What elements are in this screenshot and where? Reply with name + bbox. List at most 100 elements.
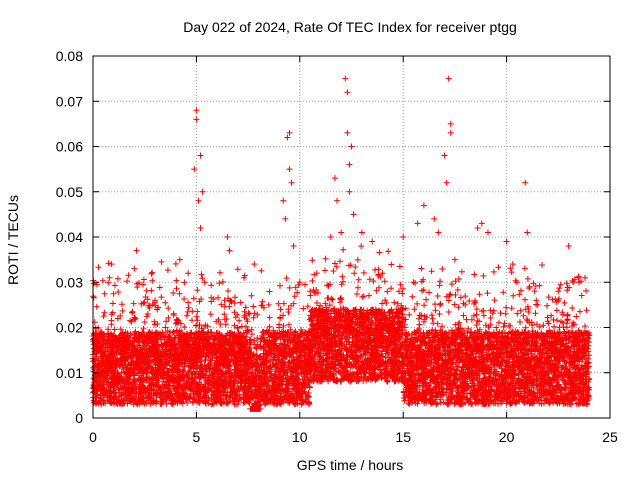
data-point	[133, 247, 140, 254]
y-tick-labels: 0 0.01 0.02 0.03 0.04 0.05 0.06 0.07 0.08	[56, 48, 83, 426]
data-point	[193, 116, 200, 123]
data-point	[565, 243, 572, 250]
data-point	[584, 360, 591, 367]
data-point	[425, 369, 432, 376]
data-point	[524, 229, 531, 236]
data-point	[350, 211, 357, 218]
data-point	[131, 265, 138, 272]
data-point	[509, 261, 516, 268]
data-point	[575, 279, 582, 286]
data-point	[296, 279, 303, 286]
data-point	[280, 197, 287, 204]
x-axis-label: GPS time / hours	[297, 457, 404, 473]
data-point	[197, 224, 204, 231]
data-point	[147, 365, 154, 372]
data-point	[141, 347, 148, 354]
data-point	[110, 374, 117, 381]
x-tick-label: 5	[193, 429, 201, 445]
data-point	[245, 360, 252, 367]
data-point	[331, 175, 338, 182]
data-point	[199, 188, 206, 195]
x-tick-label: 0	[89, 429, 97, 445]
data-point	[321, 333, 328, 340]
data-point	[447, 120, 454, 127]
x-tick-label: 10	[292, 429, 308, 445]
axis-ticks	[92, 55, 611, 419]
data-point	[286, 129, 293, 136]
data-point	[197, 152, 204, 159]
data-point	[251, 261, 258, 268]
y-tick-label: 0.04	[56, 229, 83, 245]
x-tick-labels: 0 5 10 15 20 25	[89, 429, 618, 445]
y-tick-label: 0.07	[56, 93, 83, 109]
data-point	[443, 179, 450, 186]
data-point	[214, 369, 221, 376]
data-point	[96, 378, 103, 385]
data-point	[342, 75, 349, 82]
y-tick-label: 0	[75, 410, 83, 426]
data-point	[431, 215, 438, 222]
x-tick-label: 25	[602, 429, 618, 445]
data-point	[238, 378, 245, 385]
data-point	[162, 324, 169, 331]
data-point	[114, 315, 121, 322]
data-point	[534, 301, 541, 308]
data-point	[193, 107, 200, 114]
data-point	[358, 229, 365, 236]
data-point	[466, 374, 473, 381]
data-point	[224, 234, 231, 240]
data-point	[176, 256, 183, 263]
y-tick-label: 0.06	[56, 139, 83, 155]
data-point	[435, 229, 442, 236]
data-point	[288, 179, 295, 186]
data-point	[185, 270, 192, 277]
data-point	[503, 238, 510, 245]
data-point	[108, 261, 115, 268]
data-point	[484, 229, 491, 236]
data-point	[307, 288, 314, 295]
y-tick-label: 0.08	[56, 48, 83, 64]
y-tick-label: 0.03	[56, 274, 83, 290]
data-point	[290, 243, 297, 250]
data-point	[226, 247, 233, 254]
chart-title: Day 022 of 2024, Rate Of TEC Index for r…	[183, 19, 517, 35]
y-tick-label: 0.01	[56, 365, 83, 381]
data-point	[544, 333, 551, 340]
data-point	[528, 378, 535, 385]
data-point	[121, 333, 128, 340]
data-point	[300, 342, 307, 349]
data-point	[474, 224, 481, 231]
data-point	[191, 166, 198, 173]
data-point	[334, 197, 341, 204]
data-point	[441, 152, 448, 159]
data-point	[201, 279, 208, 286]
data-point	[555, 288, 562, 295]
data-point	[522, 179, 529, 186]
data-point	[276, 324, 283, 331]
data-point	[499, 383, 506, 390]
data-point	[362, 347, 369, 354]
data-point	[348, 143, 355, 150]
data-point	[100, 360, 107, 367]
data-point	[344, 89, 351, 96]
data-point	[209, 333, 216, 340]
data-point	[451, 256, 458, 263]
data-point	[379, 270, 386, 277]
data-point	[346, 161, 353, 168]
data-point	[195, 197, 202, 204]
data-point	[346, 188, 353, 195]
data-point	[445, 75, 452, 82]
data-point	[396, 360, 403, 367]
data-point	[265, 301, 272, 308]
data-point	[282, 215, 289, 222]
data-point	[327, 234, 334, 240]
y-tick-label: 0.02	[56, 320, 83, 336]
data-point	[152, 297, 159, 304]
x-tick-label: 15	[395, 429, 411, 445]
data-point	[172, 356, 179, 363]
data-point	[317, 324, 324, 331]
data-point	[561, 369, 568, 376]
data-point	[513, 279, 520, 286]
data-point	[420, 202, 427, 209]
